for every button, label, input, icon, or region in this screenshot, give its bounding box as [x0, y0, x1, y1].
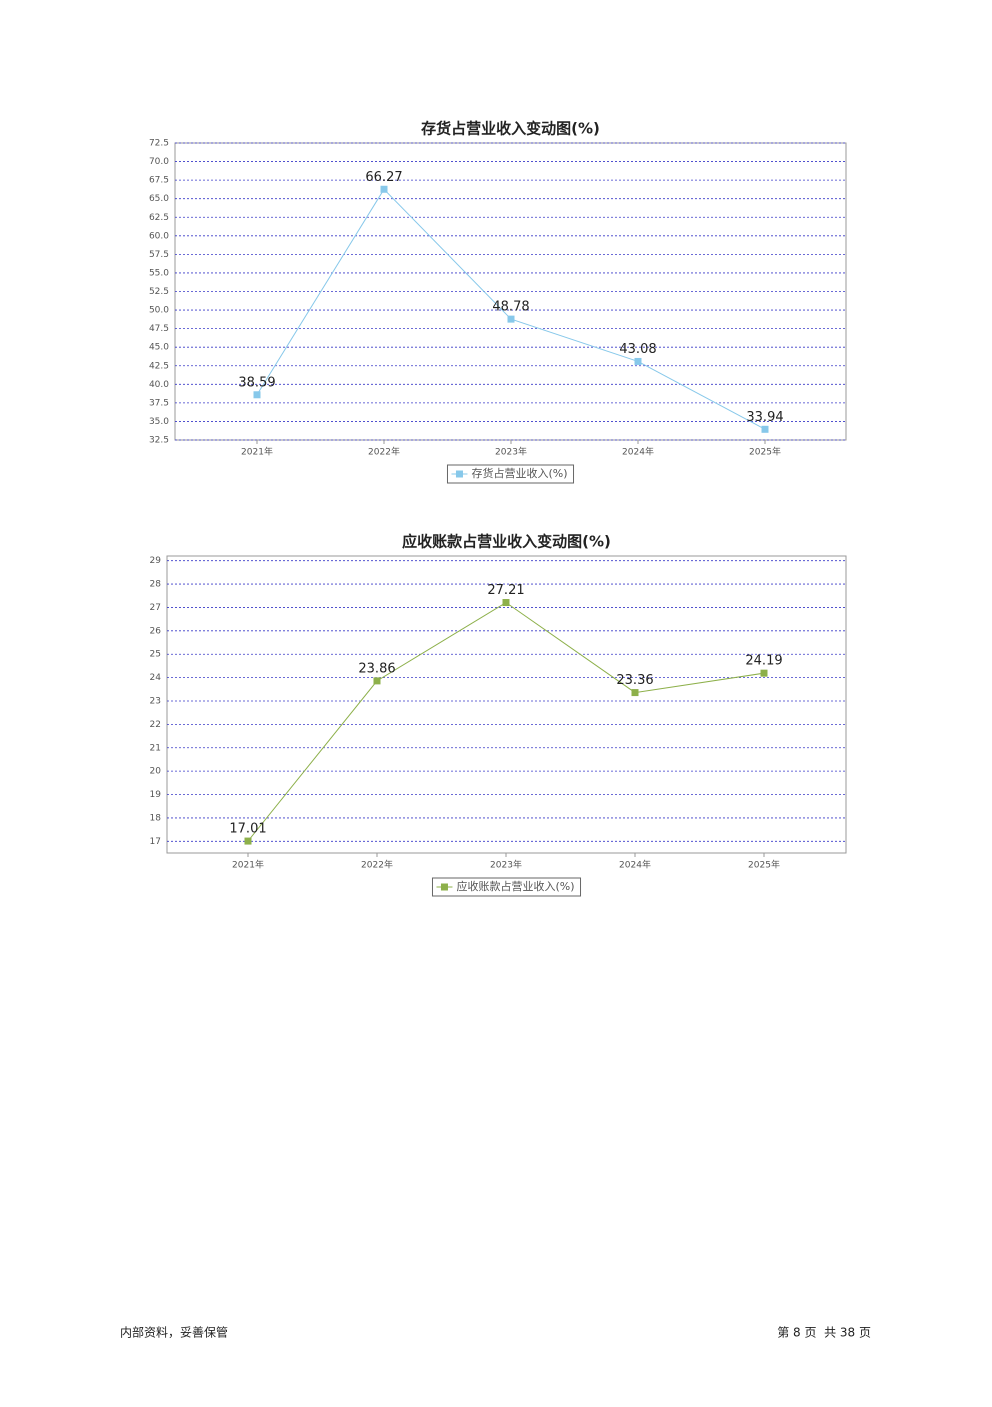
y-tick-label: 67.5 — [149, 176, 169, 186]
y-tick-label: 60.0 — [149, 231, 169, 241]
y-tick-label: 18 — [150, 813, 162, 823]
y-tick-label: 70.0 — [149, 157, 169, 167]
y-tick-label: 25 — [150, 650, 161, 660]
y-tick-label: 29 — [150, 556, 162, 566]
y-tick-label: 50.0 — [149, 306, 169, 316]
y-tick-label: 20 — [150, 767, 162, 777]
y-tick-label: 47.5 — [149, 324, 169, 334]
y-tick-label: 23 — [150, 696, 161, 706]
y-tick-label: 26 — [150, 626, 162, 636]
footer-right: 第 8 页 共 38 页 — [777, 1326, 871, 1340]
point — [761, 425, 769, 433]
y-tick-label: 52.5 — [149, 287, 169, 297]
point — [631, 689, 639, 697]
footer-left: 内部资料，妥善保管 — [120, 1325, 228, 1340]
x-tick-label: 2022年 — [368, 446, 400, 458]
y-tick-label: 19 — [150, 790, 162, 800]
y-tick-label: 45.0 — [149, 343, 169, 353]
x-tick-label: 2023年 — [490, 859, 522, 871]
x-tick-label: 2025年 — [748, 859, 780, 871]
legend-marker — [440, 883, 448, 891]
y-tick-label: 32.5 — [149, 436, 169, 446]
data-label: 38.59 — [238, 375, 275, 390]
data-label: 23.86 — [358, 661, 395, 676]
point — [244, 837, 252, 845]
x-tick-label: 2021年 — [232, 859, 264, 871]
legend-box — [431, 877, 582, 897]
y-tick-label: 28 — [150, 580, 162, 590]
y-tick-label: 55.0 — [149, 268, 169, 278]
y-tick-label: 35.0 — [149, 417, 169, 427]
x-tick-label: 2025年 — [749, 446, 781, 458]
y-tick-label: 24 — [150, 673, 162, 683]
y-tick-label: 57.5 — [149, 250, 169, 260]
data-label: 43.08 — [619, 342, 656, 357]
legend-marker — [455, 470, 463, 478]
data-label: 23.36 — [616, 673, 653, 688]
data-label: 27.21 — [487, 583, 524, 598]
data-label: 24.19 — [745, 654, 782, 669]
point — [502, 599, 510, 607]
x-tick-label: 2023年 — [495, 446, 527, 458]
point — [253, 391, 261, 399]
point — [373, 677, 381, 685]
point — [634, 357, 642, 365]
y-tick-label: 40.0 — [149, 380, 169, 390]
y-tick-label: 21 — [150, 743, 161, 753]
y-tick-label: 22 — [150, 720, 161, 730]
point — [507, 315, 515, 323]
legend-label: 应收账款占营业收入(%) — [456, 879, 574, 893]
y-tick-label: 27 — [150, 603, 161, 613]
y-tick-label: 37.5 — [149, 398, 169, 408]
data-label: 17.01 — [229, 822, 266, 837]
data-label: 48.78 — [492, 300, 529, 315]
point — [760, 669, 768, 677]
legend-label: 存货占营业收入(%) — [471, 466, 567, 480]
x-tick-label: 2021年 — [241, 446, 273, 458]
y-tick-label: 17 — [150, 837, 161, 847]
y-tick-label: 62.5 — [149, 213, 169, 223]
point — [380, 185, 388, 193]
chart-title: 应收账款占营业收入变动图(%) — [402, 533, 611, 551]
x-tick-label: 2024年 — [619, 859, 651, 871]
legend-box — [446, 464, 575, 484]
data-label: 33.94 — [746, 410, 783, 425]
chart-title: 存货占营业收入变动图(%) — [421, 120, 600, 138]
x-tick-label: 2024年 — [622, 446, 654, 458]
y-tick-label: 65.0 — [149, 194, 169, 204]
data-label: 66.27 — [365, 170, 402, 185]
x-tick-label: 2022年 — [361, 859, 393, 871]
y-tick-label: 42.5 — [149, 361, 169, 371]
plot-area — [174, 142, 847, 441]
y-tick-label: 72.5 — [149, 139, 169, 149]
